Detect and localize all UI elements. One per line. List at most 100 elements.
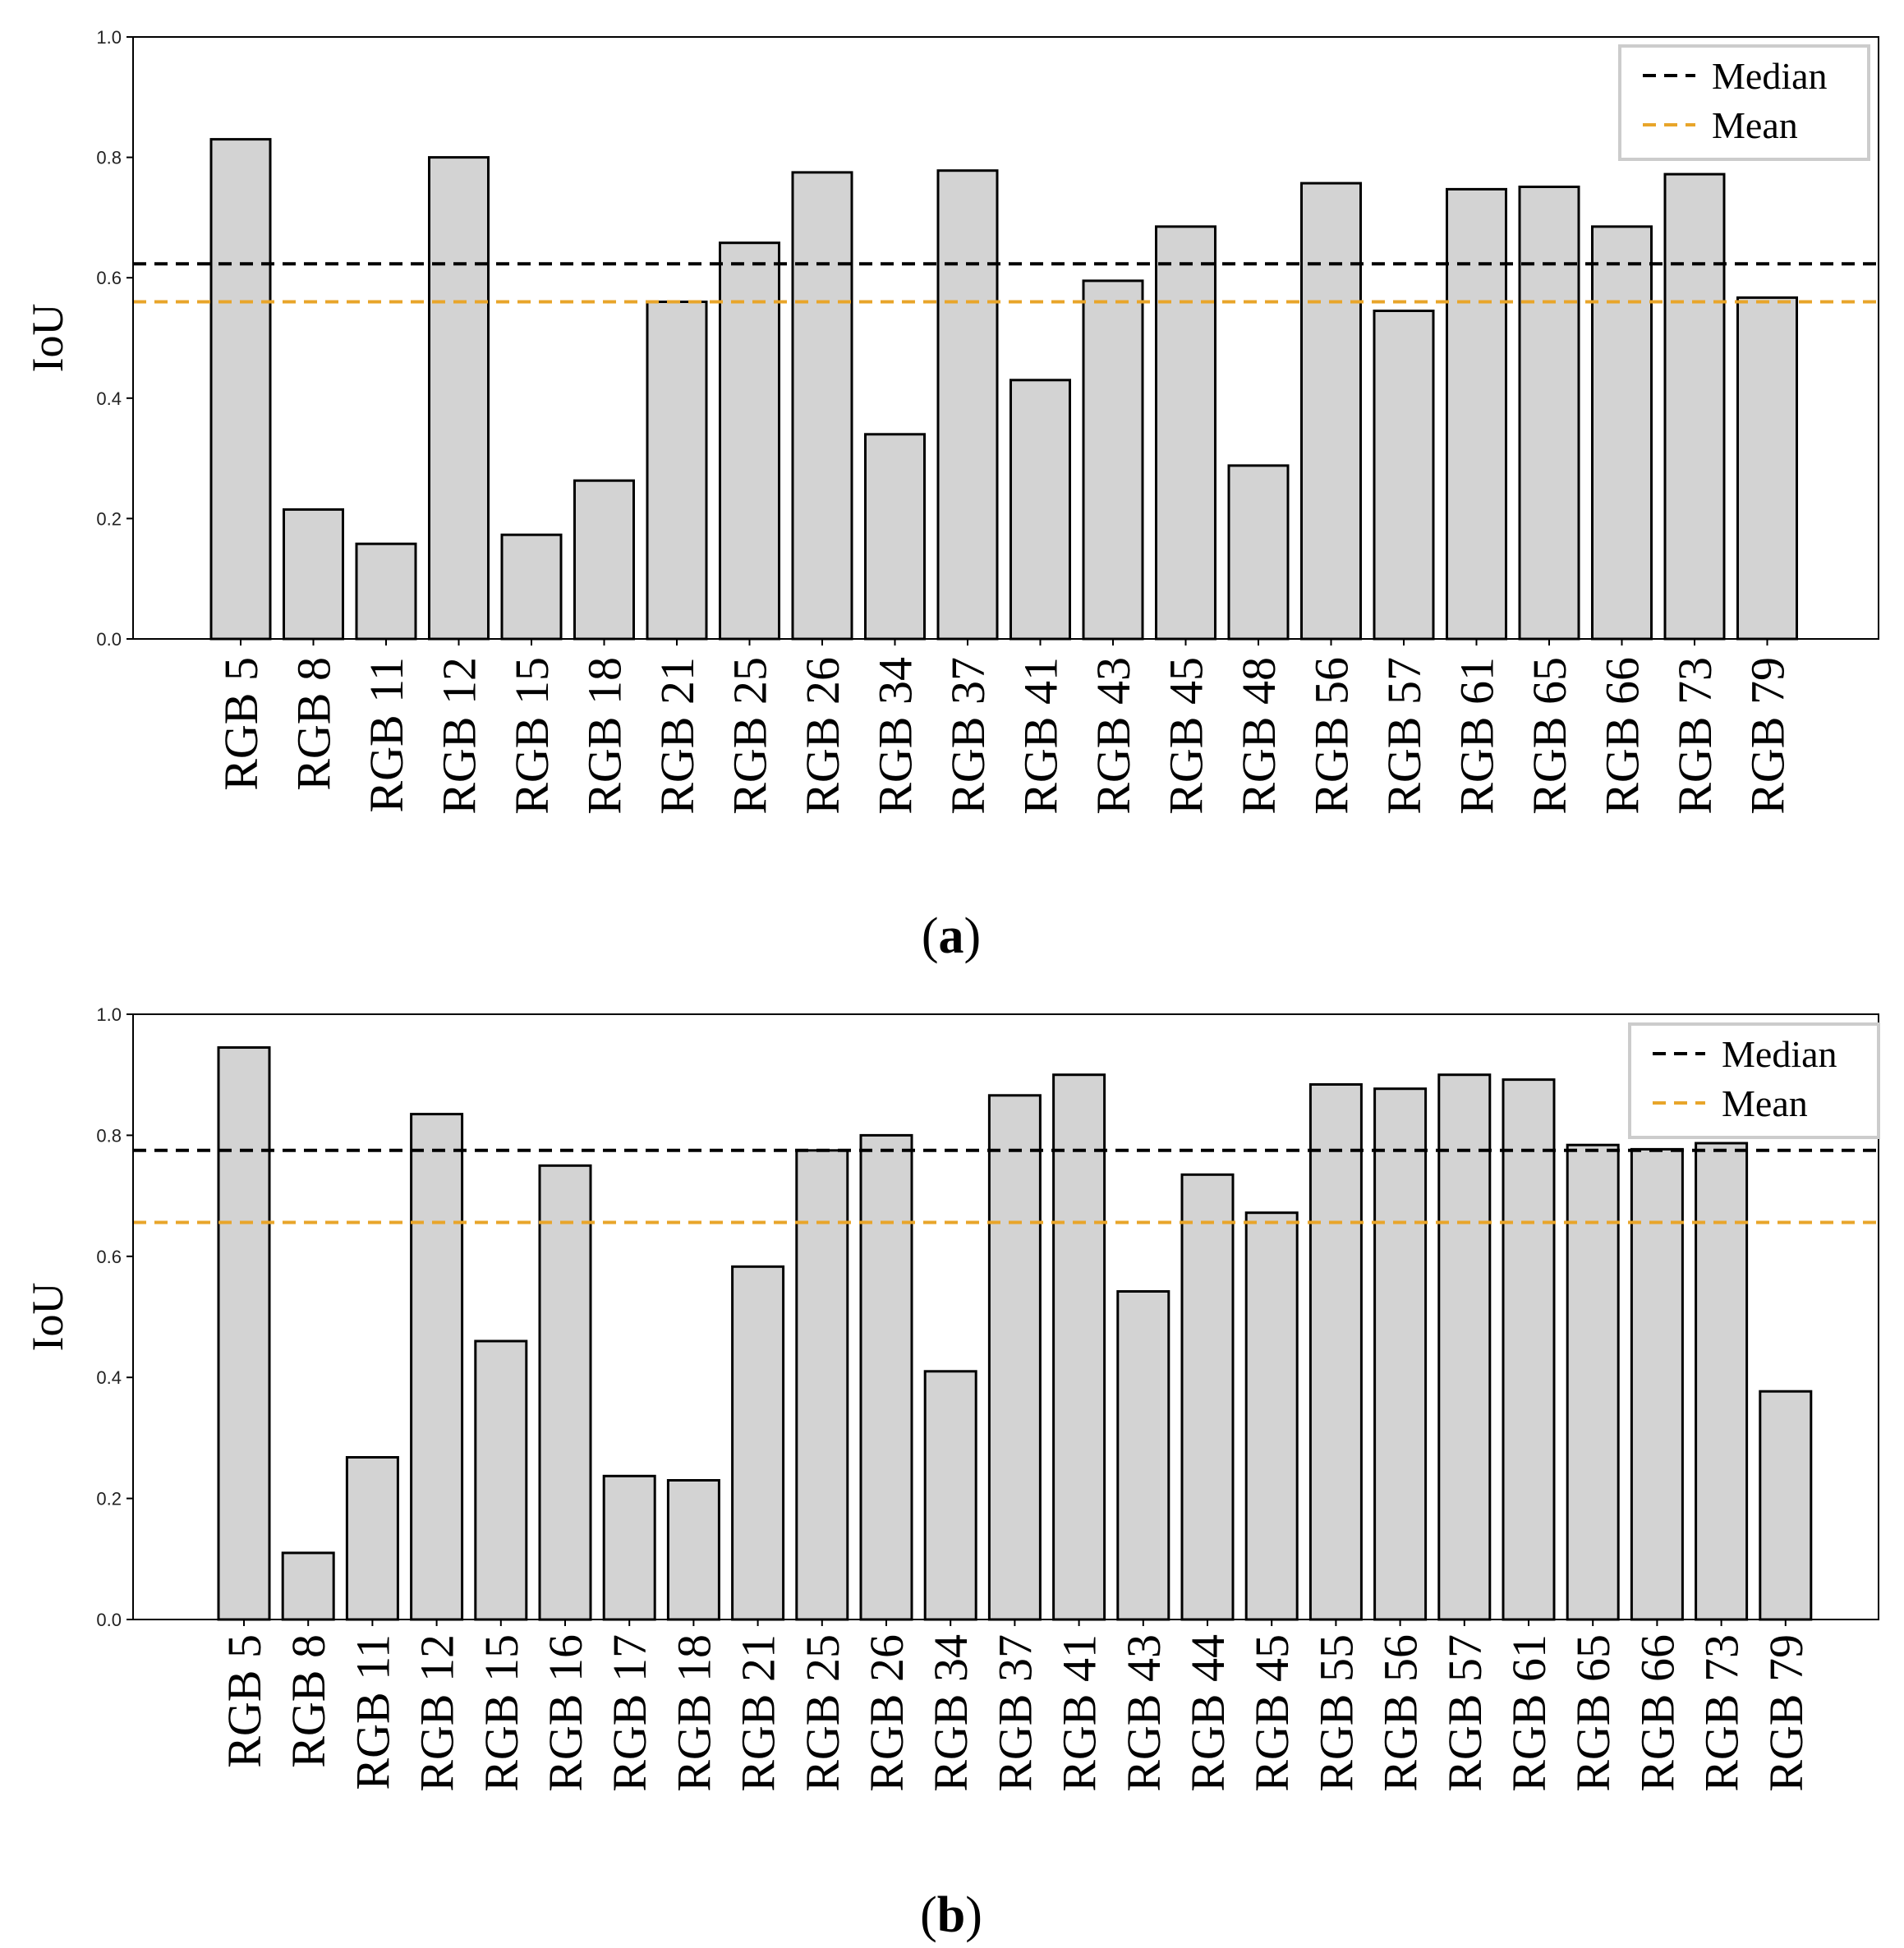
bar [987, 1094, 1042, 1621]
x-tick-label: RGB 61 [1502, 1634, 1556, 1792]
bar [428, 156, 490, 641]
bar [573, 479, 635, 641]
x-tick-label: RGB 79 [1741, 657, 1795, 815]
bar [936, 169, 999, 641]
x-tick-label: RGB 26 [796, 657, 849, 815]
x-tick-label: RGB 18 [578, 657, 632, 815]
y-tick-label: 1.0 [96, 1004, 122, 1025]
bar [719, 241, 780, 641]
plot-frame [132, 1013, 1879, 1620]
x-tick-label: RGB 11 [346, 1634, 399, 1790]
bar [1663, 172, 1726, 641]
legend-box [1628, 1022, 1880, 1139]
bar [602, 1474, 656, 1621]
bar [355, 542, 417, 641]
bar [281, 1551, 335, 1621]
x-tick-label: RGB 41 [1014, 657, 1068, 815]
y-tick-label: 0.4 [96, 388, 122, 409]
bar [1591, 225, 1653, 641]
bar [666, 1479, 720, 1621]
x-tick-label: RGB 26 [860, 1634, 913, 1792]
bar [474, 1339, 528, 1621]
chart-panel-a: 0.0 0.2 0.4 0.6 0.8 1.0 RGB 5 RGB 8 RGB 11 RGB 12… [23, 27, 1879, 964]
bar [1244, 1211, 1299, 1621]
median-legend-label: Median [1712, 55, 1828, 97]
x-tick-label: RGB 48 [1232, 657, 1285, 815]
bar [1373, 1087, 1428, 1621]
x-tick-label: RGB 8 [287, 657, 341, 791]
x-tick-label: RGB 37 [988, 1634, 1042, 1792]
bar [500, 533, 563, 641]
x-tick-label: RGB 5 [214, 657, 268, 791]
x-tick-label: RGB 34 [869, 657, 922, 815]
caption-letter: a [939, 908, 964, 964]
x-tick-label: RGB 12 [411, 1634, 464, 1792]
x-tick-label: RGB 43 [1087, 657, 1140, 815]
mean-legend-label: Mean [1712, 104, 1798, 146]
y-tick-label: 0.0 [96, 1610, 122, 1630]
bar [1630, 1147, 1684, 1621]
chart-panel-b: 0.0 0.2 0.4 0.6 0.8 1.0 RGB 5 RGB 8 RGB 11 RGB 12… [23, 1004, 1880, 1943]
legend: Median Mean [1628, 1022, 1880, 1139]
x-tick-label: RGB 5 [218, 1634, 271, 1768]
bar [1180, 1173, 1235, 1621]
y-tick-label: 0.2 [96, 508, 122, 529]
bar [410, 1113, 464, 1621]
x-tick-label: RGB 65 [1566, 1634, 1620, 1792]
bar [731, 1265, 785, 1621]
bar [646, 301, 708, 641]
bar [283, 508, 344, 641]
bar [1155, 225, 1216, 641]
x-tick-label: RGB 15 [475, 1634, 528, 1792]
y-tick-label: 0.6 [96, 1247, 122, 1267]
x-tick-label: RGB 65 [1523, 657, 1576, 815]
bar [1695, 1142, 1749, 1621]
bar [1227, 464, 1290, 641]
bar [791, 171, 853, 641]
bar [1300, 181, 1362, 641]
y-axis-label: IoU [23, 1283, 72, 1352]
x-tick-label: RGB 16 [539, 1634, 592, 1792]
panel-caption: (b) [920, 1887, 982, 1943]
bar [1437, 1073, 1492, 1621]
bar [217, 1046, 271, 1621]
x-tick-label: RGB 57 [1377, 657, 1431, 815]
x-tick-label: RGB 18 [667, 1634, 720, 1792]
x-tick-label: RGB 37 [941, 657, 995, 815]
bar [864, 433, 926, 641]
median-legend-label: Median [1722, 1033, 1837, 1075]
x-tick-label: RGB 11 [360, 657, 413, 813]
y-tick-label: 0.0 [96, 629, 122, 650]
bar [1308, 1083, 1363, 1621]
bar [1566, 1143, 1620, 1621]
x-tick-label: RGB 61 [1451, 657, 1504, 815]
x-tick-label: RGB 12 [433, 657, 486, 815]
y-tick-label: 1.0 [96, 27, 122, 48]
y-tick-label: 0.4 [96, 1367, 122, 1388]
x-tick-label: RGB 55 [1309, 1634, 1363, 1792]
bar [1518, 186, 1580, 641]
x-tick-label: RGB 41 [1053, 1634, 1106, 1792]
caption-close-paren: ) [965, 1887, 982, 1943]
bar [1502, 1078, 1556, 1621]
bar [795, 1149, 849, 1621]
x-tick-label: RGB 56 [1305, 657, 1359, 815]
x-tick-label: RGB 25 [796, 1634, 849, 1792]
bar [923, 1370, 977, 1621]
caption-letter: b [937, 1887, 965, 1943]
x-tick-label: RGB 56 [1374, 1634, 1428, 1792]
x-tick-label: RGB 66 [1630, 1634, 1684, 1792]
bar [1446, 187, 1507, 641]
x-tick-label: RGB 79 [1759, 1634, 1813, 1792]
x-tick-label: RGB 45 [1160, 657, 1213, 815]
legend-box [1618, 44, 1870, 161]
y-axis-label: IoU [23, 304, 72, 373]
plot-frame [132, 36, 1879, 640]
x-tick-label: RGB 57 [1438, 1634, 1492, 1792]
bar [345, 1456, 399, 1621]
bar [538, 1164, 592, 1621]
bar [1116, 1290, 1170, 1621]
x-tick-label: RGB 25 [724, 657, 777, 815]
x-tick-label: RGB 45 [1245, 1634, 1299, 1792]
